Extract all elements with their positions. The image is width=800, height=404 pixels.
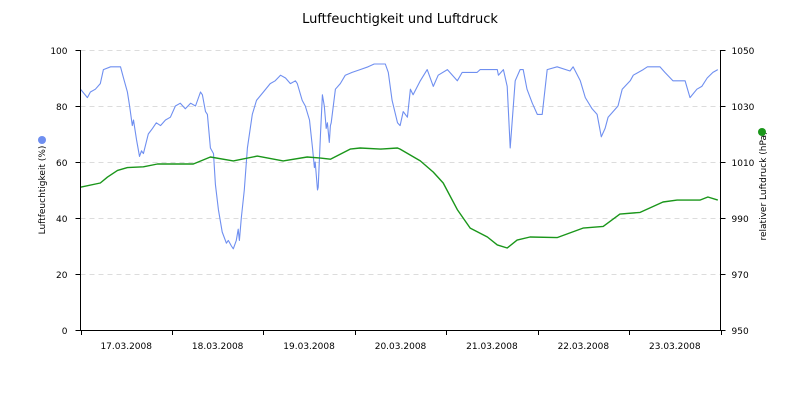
x-tick-label: 21.03.2008 [466,342,518,352]
x-tick-label: 23.03.2008 [649,342,701,352]
x-tick-label: 18.03.2008 [192,342,244,352]
right-axis-title: relativer Luftdruck (hPa) [759,131,769,240]
pressure-line [80,147,719,249]
left-axis-title: Luftfeuchtigkeit (%) [38,146,48,235]
x-tick-label: 19.03.2008 [283,342,335,352]
axes: 0 20 40 60 80 100 950 970 990 1010 1030 1050 17.03.2… [50,47,754,352]
left-tick-label: 80 [56,103,68,113]
humidity-line [80,63,719,250]
left-tick-label: 0 [62,327,68,337]
right-tick-label: 1050 [732,47,755,57]
right-tick-label: 1030 [732,103,755,113]
legend-dot-pressure [758,128,766,136]
x-tick-label: 17.03.2008 [100,342,152,352]
left-tick-label: 100 [50,47,67,57]
right-tick-label: 950 [732,327,749,337]
x-tick-label: 22.03.2008 [558,342,610,352]
grid [80,50,721,275]
legend-dot-humidity [38,136,46,144]
right-tick-label: 1010 [732,159,755,169]
left-tick-label: 20 [56,271,68,281]
right-tick-label: 990 [732,215,749,225]
left-tick-label: 60 [56,159,68,169]
series-group [80,63,719,250]
x-tick-label: 20.03.2008 [375,342,427,352]
left-tick-label: 40 [56,215,68,225]
right-tick-label: 970 [732,271,749,281]
chart-title: Luftfeuchtigkeit und Luftdruck [302,12,498,27]
